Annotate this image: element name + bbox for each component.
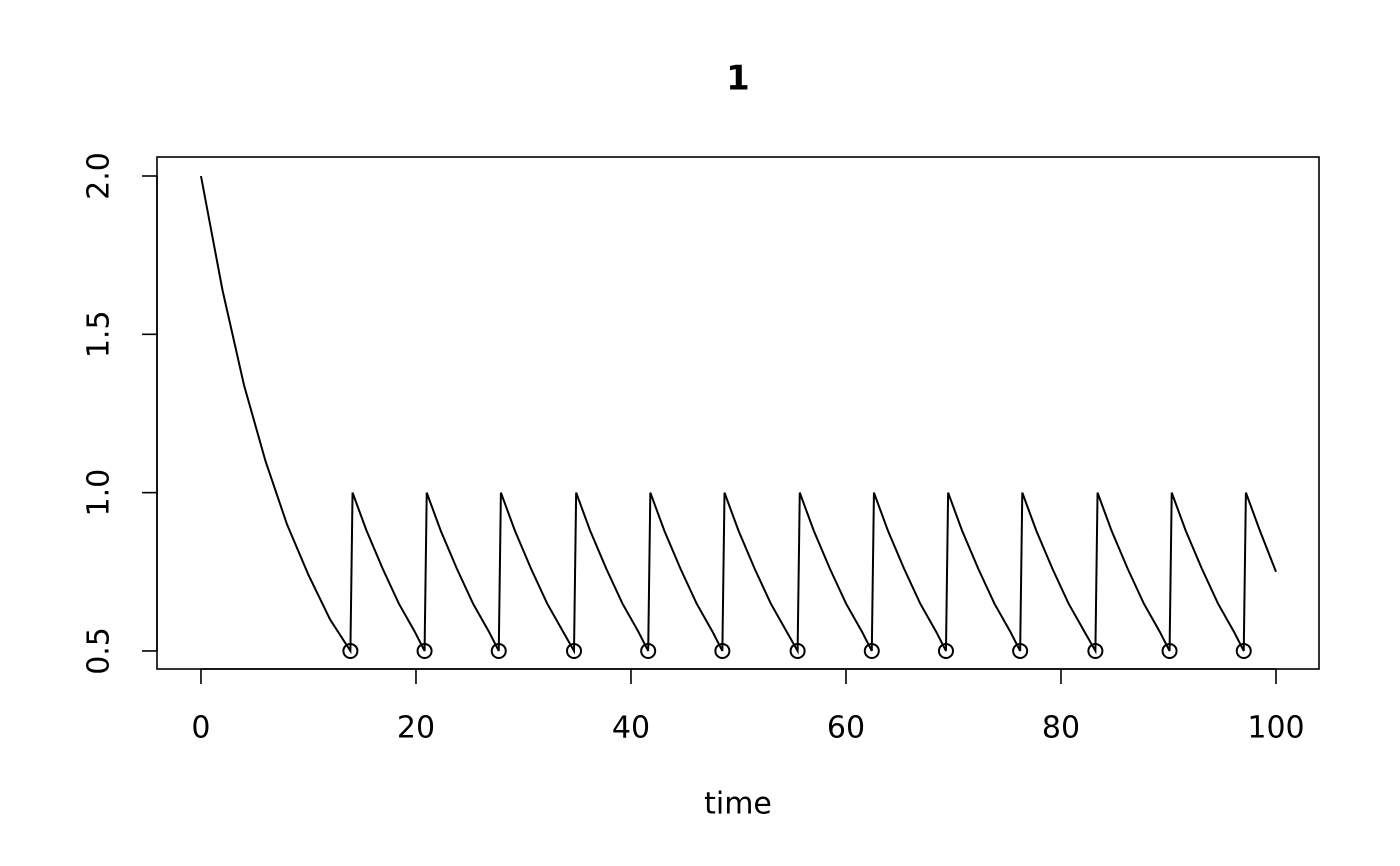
y-tick-label: 1.5 [82, 310, 117, 358]
x-tick-label: 20 [397, 711, 435, 746]
y-tick-label: 1.0 [82, 469, 117, 517]
data-point [714, 642, 731, 659]
data-point [863, 642, 880, 659]
data-point [1235, 642, 1252, 659]
x-tick-label: 40 [612, 711, 650, 746]
data-point [490, 642, 507, 659]
x-tick-label: 80 [1042, 711, 1080, 746]
data-point [416, 642, 433, 659]
x-tick-label: 60 [827, 711, 865, 746]
data-line [199, 175, 1277, 655]
data-point [566, 642, 583, 659]
x-tick-label: 100 [1247, 711, 1304, 746]
data-point [1087, 642, 1104, 659]
data-point [640, 642, 657, 659]
data-point [1012, 642, 1029, 659]
x-axis-label: time [704, 787, 772, 822]
x-tick-label: 0 [191, 711, 210, 746]
data-point [937, 642, 954, 659]
y-tick-label: 2.0 [82, 152, 117, 200]
plot-frame [156, 156, 1320, 670]
data-point [1161, 642, 1178, 659]
chart-title: 1 [726, 59, 750, 99]
data-point [342, 642, 359, 659]
y-tick-label: 0.5 [82, 627, 117, 675]
data-point [789, 642, 806, 659]
